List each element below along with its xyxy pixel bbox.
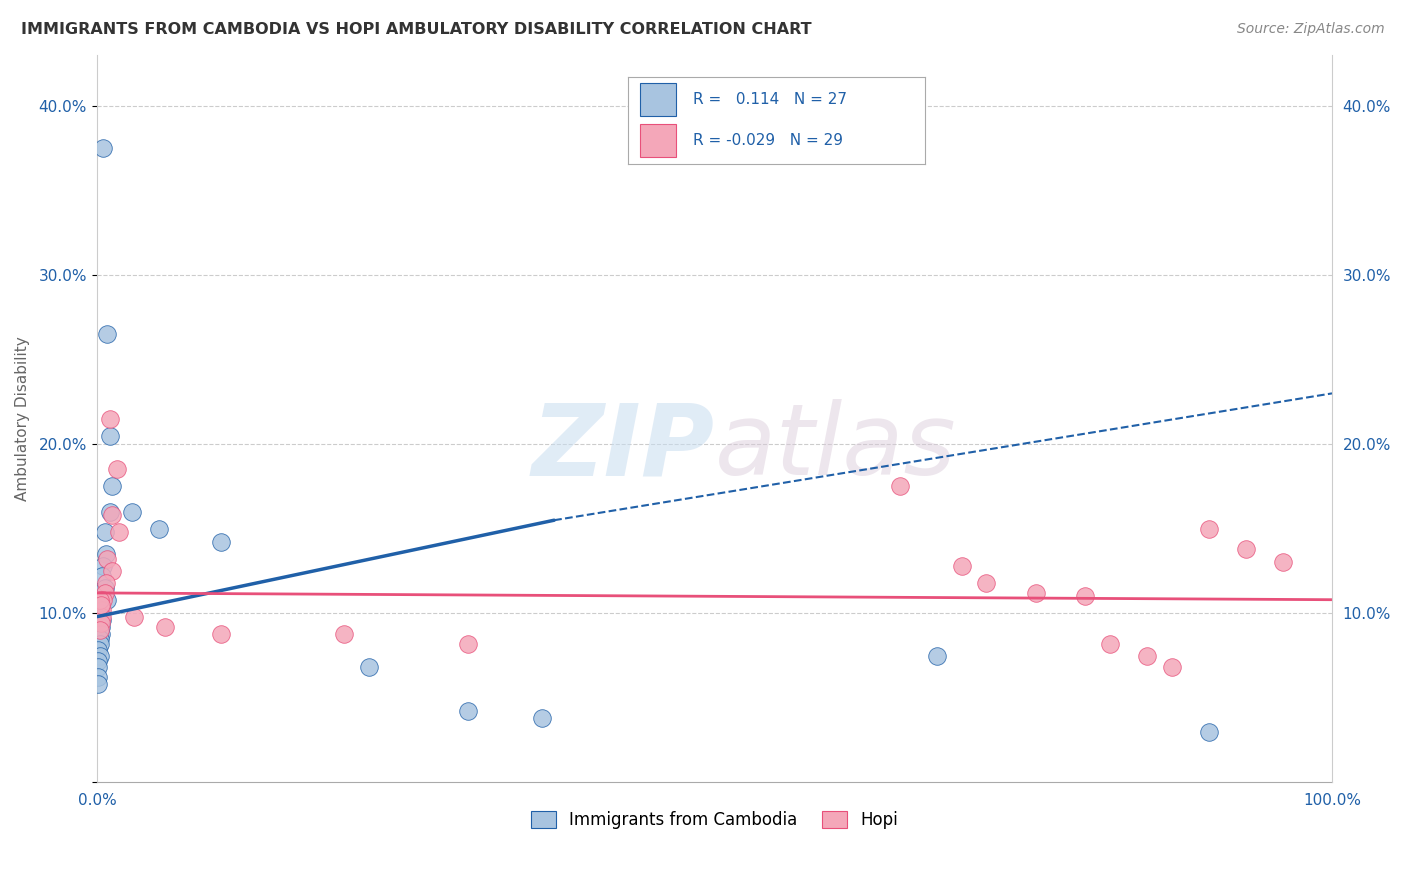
Point <box>101 479 124 493</box>
Point <box>333 626 356 640</box>
Point <box>457 637 479 651</box>
Point <box>89 648 111 663</box>
Point <box>357 660 380 674</box>
Point <box>121 505 143 519</box>
Point <box>1198 522 1220 536</box>
Point <box>96 552 118 566</box>
Point <box>93 581 115 595</box>
Point <box>89 632 111 646</box>
Point <box>90 606 112 620</box>
Point <box>89 637 111 651</box>
Point <box>90 620 112 634</box>
Point <box>87 671 110 685</box>
Point <box>90 616 112 631</box>
Point <box>1160 660 1182 674</box>
Point <box>87 654 110 668</box>
Point <box>93 141 115 155</box>
Point <box>96 592 118 607</box>
Point <box>950 558 973 573</box>
Point <box>89 623 111 637</box>
Point <box>124 609 146 624</box>
Point <box>1271 556 1294 570</box>
Point <box>91 569 114 583</box>
Point <box>457 704 479 718</box>
Point <box>98 428 121 442</box>
Point <box>889 479 911 493</box>
Point <box>90 598 112 612</box>
Text: Source: ZipAtlas.com: Source: ZipAtlas.com <box>1237 22 1385 37</box>
Point <box>98 411 121 425</box>
Y-axis label: Ambulatory Disability: Ambulatory Disability <box>15 336 30 501</box>
Point <box>101 564 124 578</box>
Point <box>91 603 114 617</box>
Text: IMMIGRANTS FROM CAMBODIA VS HOPI AMBULATORY DISABILITY CORRELATION CHART: IMMIGRANTS FROM CAMBODIA VS HOPI AMBULAT… <box>21 22 811 37</box>
Point <box>209 535 232 549</box>
Point <box>93 586 115 600</box>
Text: atlas: atlas <box>714 400 956 496</box>
Point <box>93 524 115 539</box>
Point <box>1098 637 1121 651</box>
Point <box>96 327 118 342</box>
Point <box>976 575 998 590</box>
Point <box>153 620 176 634</box>
Point <box>108 524 131 539</box>
Point <box>105 462 128 476</box>
Point <box>148 522 170 536</box>
Point <box>91 613 114 627</box>
Point <box>94 575 117 590</box>
Point <box>87 643 110 657</box>
Point <box>93 558 115 573</box>
Point <box>925 648 948 663</box>
Point <box>209 626 232 640</box>
Point <box>94 547 117 561</box>
Point <box>1198 724 1220 739</box>
Point <box>93 592 115 607</box>
Point <box>98 505 121 519</box>
Point <box>89 592 111 607</box>
Legend: Immigrants from Cambodia, Hopi: Immigrants from Cambodia, Hopi <box>524 805 905 836</box>
Point <box>1074 590 1097 604</box>
Point <box>1234 541 1257 556</box>
Point <box>87 677 110 691</box>
Point <box>1025 586 1047 600</box>
Point <box>530 711 553 725</box>
Point <box>91 609 114 624</box>
Point <box>90 626 112 640</box>
Point <box>87 660 110 674</box>
Point <box>101 508 124 523</box>
Text: ZIP: ZIP <box>531 400 714 496</box>
Point <box>1136 648 1159 663</box>
